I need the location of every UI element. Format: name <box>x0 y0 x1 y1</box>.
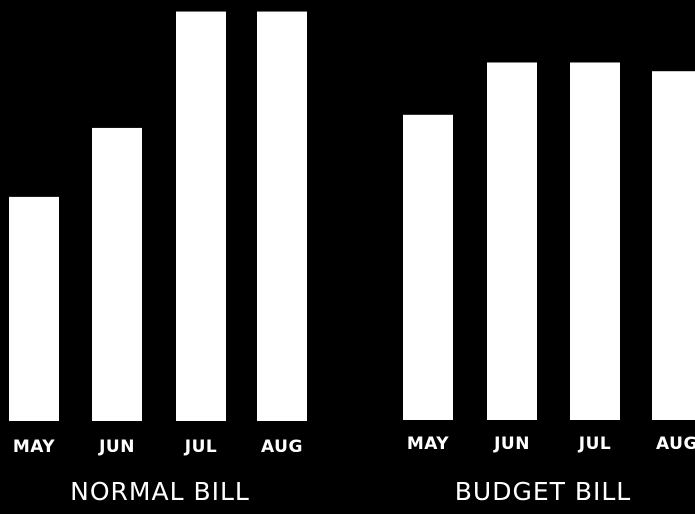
normal-bill-bar-aug <box>257 11 307 422</box>
budget-bill-tick-labels: MAY JUN JUL AUG <box>407 434 695 454</box>
normal-bill-title: NORMAL BILL <box>70 477 250 506</box>
normal-bill-tick-label-jun: JUN <box>98 437 135 457</box>
budget-bill-tick-label-jun: JUN <box>493 434 530 454</box>
budget-bill-tick-label-jul: JUL <box>578 434 611 454</box>
budget-bill-bar-jun <box>487 62 537 420</box>
budget-bill-title: BUDGET BILL <box>455 477 631 506</box>
normal-bill-tick-label-aug: AUG <box>261 437 303 457</box>
budget-bill-bar-jul <box>570 62 620 420</box>
budget-bill-tick-label-aug: AUG <box>656 434 695 454</box>
budget-bill-tick-label-may: MAY <box>407 434 449 454</box>
budget-bill-bar-aug <box>652 71 695 420</box>
normal-bill-bar-may <box>9 196 59 421</box>
budget-bill-bar-may <box>403 114 453 421</box>
budget-bill-bars <box>403 62 695 421</box>
normal-bill-chart: MAY JUN JUL AUG NORMAL BILL <box>9 11 307 506</box>
normal-bill-tick-label-may: MAY <box>13 437 55 457</box>
normal-bill-bar-jun <box>92 127 142 422</box>
normal-bill-bars <box>9 11 307 422</box>
normal-bill-bar-jul <box>176 11 226 422</box>
normal-bill-tick-labels: MAY JUN JUL AUG <box>13 437 303 457</box>
normal-bill-tick-label-jul: JUL <box>184 437 217 457</box>
budget-bill-chart: MAY JUN JUL AUG BUDGET BILL <box>403 62 695 506</box>
